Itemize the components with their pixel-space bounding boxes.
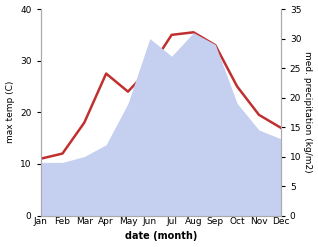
X-axis label: date (month): date (month) <box>125 231 197 242</box>
Y-axis label: med. precipitation (kg/m2): med. precipitation (kg/m2) <box>303 51 313 173</box>
Y-axis label: max temp (C): max temp (C) <box>5 81 15 144</box>
